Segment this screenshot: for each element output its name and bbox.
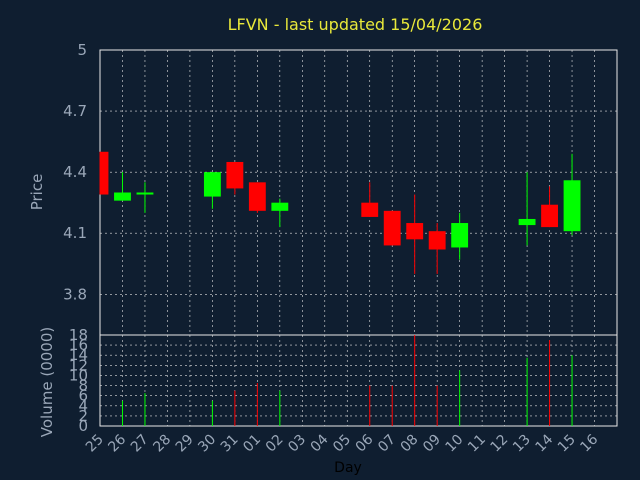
day-tick-label: 28 [150, 432, 174, 456]
day-tick-label: 02 [263, 432, 287, 456]
candles [99, 151, 581, 274]
candle-body [271, 202, 289, 211]
volume-tick-label: 18 [69, 326, 88, 344]
day-tick-label: 15 [555, 432, 579, 456]
day-tick-labels: 2526272829303101020304050607080910111213… [83, 431, 601, 455]
day-tick-label: 04 [308, 431, 332, 455]
day-tick-label: 13 [510, 432, 534, 456]
volume-plot-frame [99, 334, 618, 427]
volume-tick-label: 8 [78, 377, 88, 395]
price-plot-frame [99, 49, 618, 336]
price-gridlines [100, 50, 617, 335]
day-tick-label: 03 [285, 432, 309, 456]
day-tick-label: 25 [83, 432, 107, 456]
day-tick-label: 30 [195, 432, 219, 456]
candle-body [203, 172, 221, 197]
volume-tick-label: 12 [69, 356, 88, 374]
day-tick-label: 14 [532, 431, 556, 455]
day-tick-label: 31 [218, 432, 242, 456]
candle-body [541, 204, 558, 228]
candle-body [226, 161, 244, 189]
day-tick-label: 10 [443, 432, 467, 456]
volume-tick-label: 6 [78, 387, 88, 405]
day-tick-label: 26 [105, 431, 129, 455]
candle-body [383, 210, 401, 246]
day-tick-label: 05 [330, 432, 354, 456]
volume-tick-label: 10 [69, 366, 88, 384]
candle-body [361, 202, 379, 217]
volume-tick-label: 14 [69, 346, 88, 364]
day-tick-label: 01 [240, 432, 264, 456]
candle-body [563, 180, 581, 232]
volume-tick-label: 0 [78, 417, 88, 435]
day-tick-label: 29 [173, 432, 197, 456]
day-tick-label: 07 [375, 432, 399, 456]
volume-tick-label: 2 [78, 407, 88, 425]
candle-body [248, 182, 266, 211]
price-tick-label: 3.8 [63, 285, 87, 303]
candle-body [114, 192, 131, 201]
volume-tick-label: 16 [69, 336, 88, 354]
price-tick-label: 5 [77, 41, 87, 59]
volume-bars [121, 335, 573, 426]
day-tick-label: 27 [128, 432, 152, 456]
price-tick-label: 4.4 [63, 163, 87, 181]
candle-body [136, 192, 154, 195]
day-tick-label: 09 [420, 432, 444, 456]
candle-body [428, 231, 446, 250]
day-tick-label: 16 [577, 431, 601, 455]
chart-title: LFVN - last updated 15/04/2026 [228, 15, 483, 34]
volume-tick-label: 4 [78, 397, 88, 415]
volume-gridlines [100, 335, 617, 426]
y-axis-label: Price [28, 174, 46, 211]
price-tick-label: 4.7 [63, 102, 87, 120]
price-tick-labels: 5 4.7 4.4 4.1 3.8 [63, 41, 87, 303]
candle-body [100, 151, 109, 195]
day-tick-label: 06 [353, 431, 377, 455]
candle-body [406, 223, 424, 240]
price-tick-label: 4.1 [63, 224, 87, 242]
day-tick-label: 11 [465, 432, 489, 456]
day-tick-label: 08 [398, 432, 422, 456]
day-tick-label: 12 [488, 432, 512, 456]
volume-axis-label: Volume (0000) [38, 327, 56, 437]
x-axis-label: Day [334, 460, 362, 476]
candle-body [451, 223, 469, 248]
candle-body [518, 218, 536, 226]
